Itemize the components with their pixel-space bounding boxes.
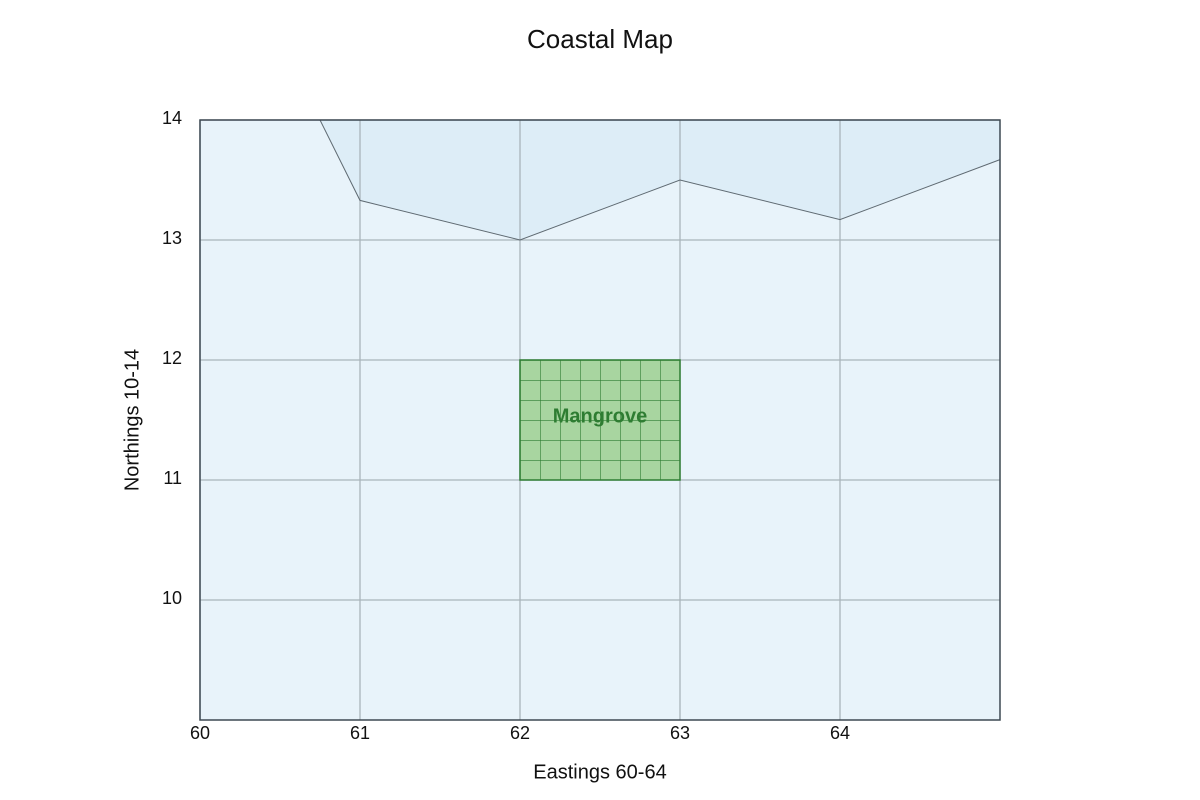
x-tick-label: 64 xyxy=(830,723,850,743)
chart-title: Coastal Map xyxy=(527,24,673,54)
zone-outline xyxy=(519,359,681,481)
y-tick-label: 11 xyxy=(163,468,182,488)
y-tick-label: 14 xyxy=(162,108,182,128)
zone-label: Mangrove xyxy=(553,405,647,427)
x-tick-label: 63 xyxy=(670,723,690,743)
coastline xyxy=(319,119,1001,241)
sea-fill xyxy=(320,120,1000,240)
x-tick-label: 62 xyxy=(510,723,530,743)
y-tick-label: 13 xyxy=(162,228,182,248)
plot-frame xyxy=(199,119,1001,721)
x-axis-label: Eastings 60-64 xyxy=(533,761,666,783)
zone-hatch xyxy=(520,360,680,480)
x-tick-label: 61 xyxy=(350,723,370,743)
y-axis-label: Northings 10-14 xyxy=(121,349,143,491)
x-tick-label: 60 xyxy=(190,723,210,743)
y-tick-label: 12 xyxy=(162,348,182,368)
y-tick-label: 10 xyxy=(162,588,182,608)
